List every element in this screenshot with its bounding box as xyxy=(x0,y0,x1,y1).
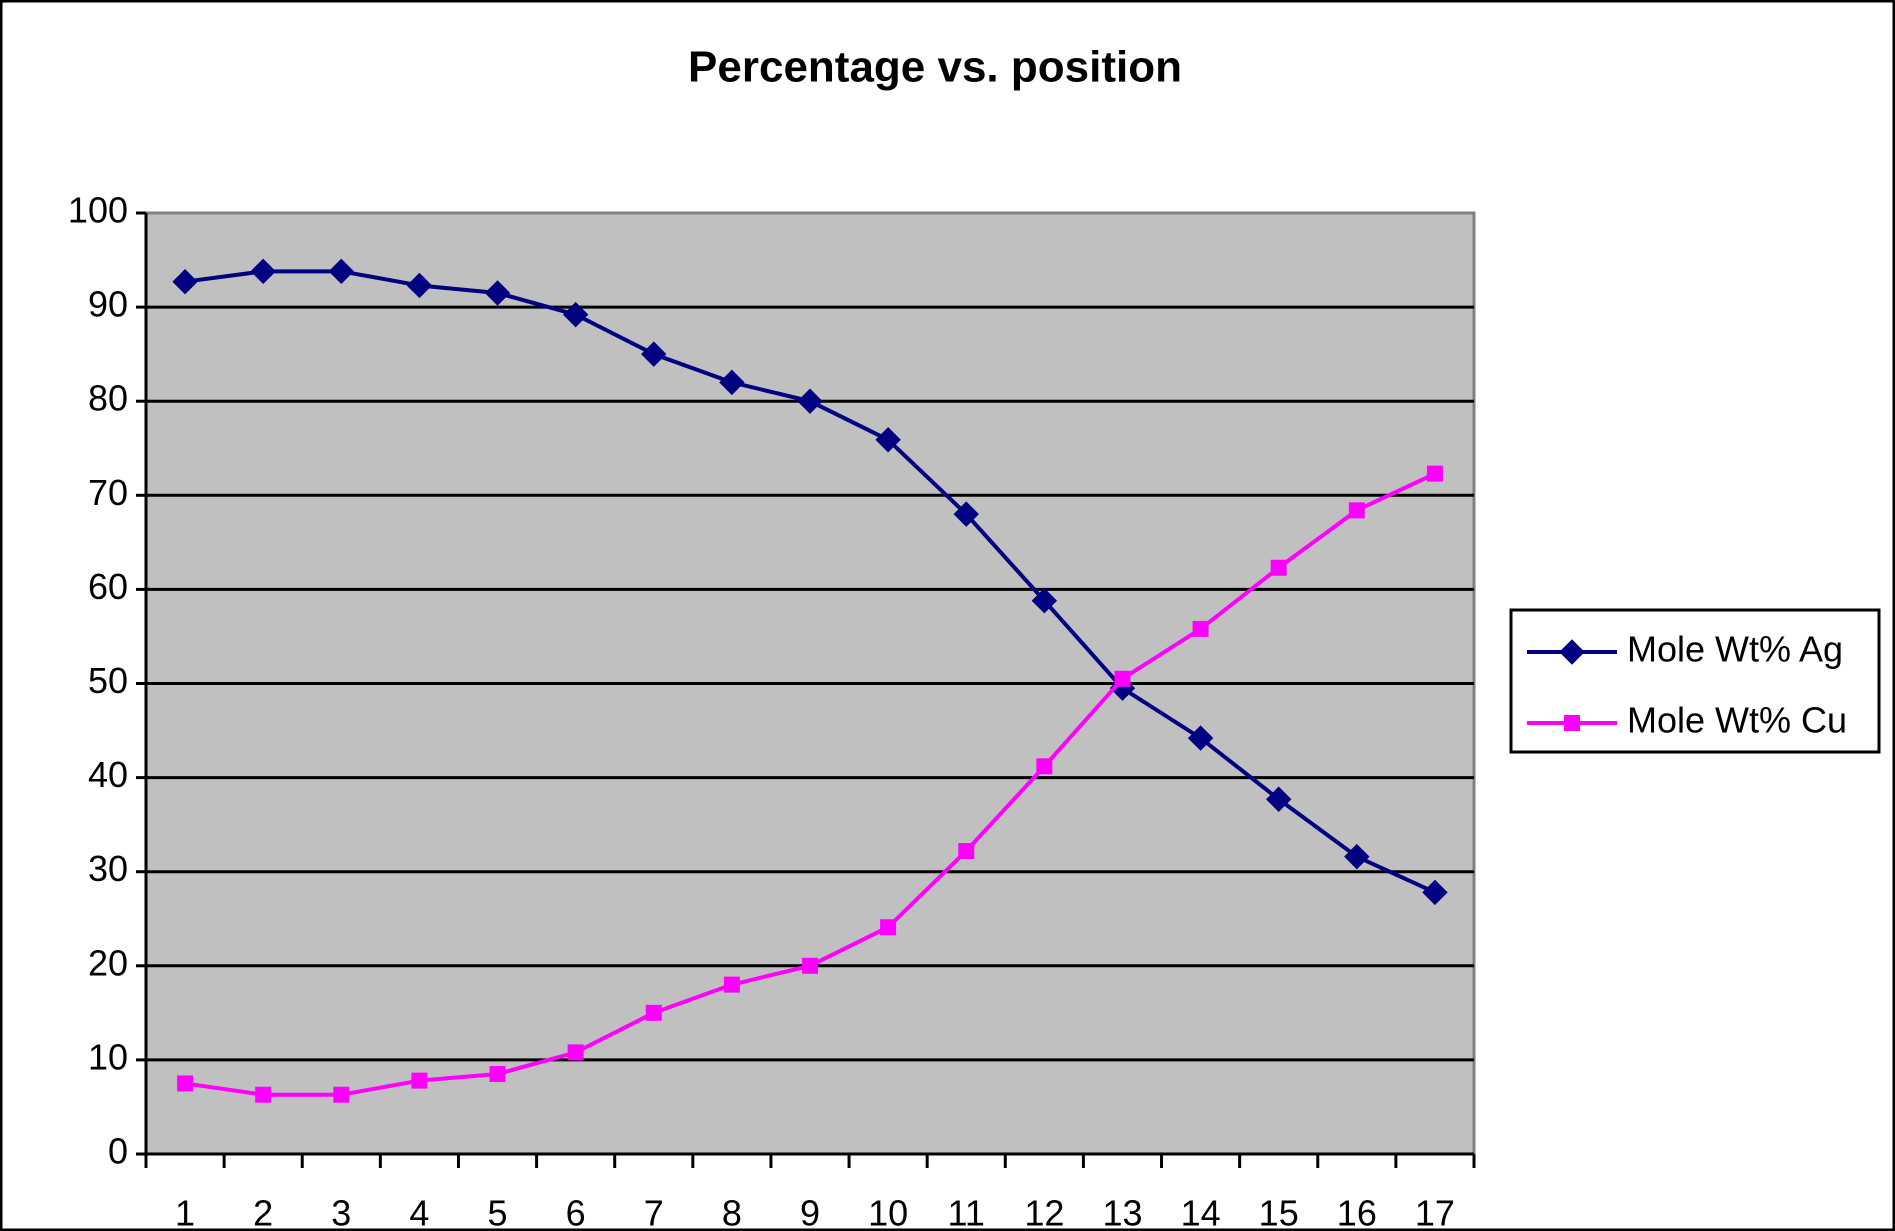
y-tick-label: 40 xyxy=(88,754,128,795)
x-tick-label: 15 xyxy=(1259,1193,1299,1231)
y-tick-label: 60 xyxy=(88,566,128,607)
legend-label: Mole Wt% Cu xyxy=(1627,700,1847,741)
x-tick-label: 3 xyxy=(331,1193,351,1231)
data-point xyxy=(875,427,901,453)
data-point xyxy=(880,919,897,936)
data-point xyxy=(1036,758,1053,775)
legend-label: Mole Wt% Ag xyxy=(1627,629,1843,670)
data-point xyxy=(177,1075,194,1092)
x-tick-label: 5 xyxy=(488,1193,508,1231)
legend-marker xyxy=(1559,639,1585,665)
chart-title: Percentage vs. position xyxy=(688,43,1182,92)
data-point xyxy=(255,1086,272,1103)
x-tick-label: 1 xyxy=(175,1193,195,1231)
legend-marker xyxy=(1564,715,1580,731)
y-tick-label: 70 xyxy=(88,472,128,513)
y-tick-label: 100 xyxy=(68,190,128,231)
x-tick-label: 8 xyxy=(722,1193,742,1231)
x-tick-label: 6 xyxy=(566,1193,586,1231)
y-tick-label: 10 xyxy=(88,1036,128,1077)
data-point xyxy=(953,501,979,527)
x-tick-label: 17 xyxy=(1415,1193,1455,1231)
data-point xyxy=(406,272,433,299)
x-tick-label: 11 xyxy=(948,1193,985,1231)
y-tick-label: 50 xyxy=(88,660,128,701)
data-point xyxy=(489,1066,506,1083)
data-point xyxy=(645,1004,662,1021)
x-tick-label: 4 xyxy=(409,1193,429,1231)
data-point xyxy=(797,388,823,414)
y-tick-label: 80 xyxy=(88,378,128,419)
x-tick-label: 2 xyxy=(253,1193,273,1231)
data-point xyxy=(1344,843,1370,870)
data-point xyxy=(1266,786,1292,812)
data-point xyxy=(958,842,975,859)
data-point xyxy=(802,957,818,974)
data-point xyxy=(1348,502,1365,519)
data-point xyxy=(723,976,740,993)
data-point xyxy=(567,1044,584,1061)
x-tick-label: 7 xyxy=(644,1193,664,1231)
x-tick-label: 9 xyxy=(800,1193,820,1231)
data-point xyxy=(1270,559,1287,576)
data-point xyxy=(250,258,276,285)
data-point xyxy=(1114,670,1131,687)
data-point xyxy=(484,280,511,306)
y-tick-label: 90 xyxy=(88,284,128,325)
data-point xyxy=(1422,879,1448,906)
data-point xyxy=(641,341,667,367)
data-point xyxy=(411,1072,428,1089)
y-tick-label: 20 xyxy=(88,942,128,983)
data-point xyxy=(562,301,589,328)
data-point xyxy=(333,1086,350,1103)
data-point xyxy=(1426,465,1443,482)
x-tick-label: 16 xyxy=(1337,1193,1377,1231)
data-point xyxy=(1031,587,1058,614)
x-tick-label: 13 xyxy=(1102,1193,1142,1231)
data-point xyxy=(1187,725,1214,751)
data-point xyxy=(328,258,355,285)
data-point xyxy=(719,369,745,396)
y-tick-label: 30 xyxy=(88,848,128,889)
x-tick-label: 14 xyxy=(1181,1193,1221,1231)
x-tick-label: 10 xyxy=(868,1193,908,1231)
data-point xyxy=(1192,620,1209,637)
data-point xyxy=(172,268,198,295)
x-tick-label: 12 xyxy=(1024,1193,1064,1231)
y-tick-label: 0 xyxy=(108,1131,128,1172)
